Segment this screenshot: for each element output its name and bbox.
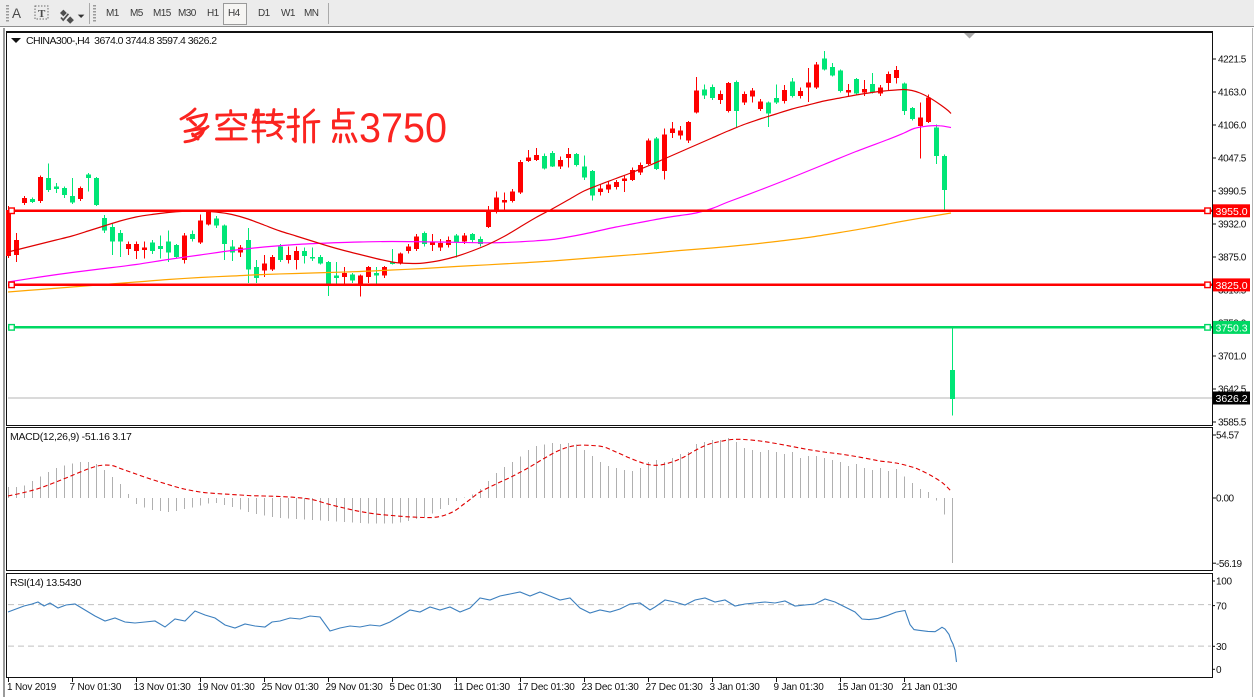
svg-text:4221.5: 4221.5 <box>1218 55 1247 66</box>
svg-text:4106.0: 4106.0 <box>1218 121 1247 132</box>
svg-text:T: T <box>38 8 46 20</box>
svg-text:3585.5: 3585.5 <box>1218 418 1247 429</box>
svg-text:7 Nov 01:30: 7 Nov 01:30 <box>70 682 122 693</box>
svg-text:3875.0: 3875.0 <box>1218 253 1247 264</box>
svg-text:54.57: 54.57 <box>1216 431 1240 442</box>
svg-text:3955.0: 3955.0 <box>1216 206 1248 218</box>
svg-text:13 Nov 01:30: 13 Nov 01:30 <box>134 682 192 693</box>
svg-text:5 Dec 01:30: 5 Dec 01:30 <box>390 682 442 693</box>
svg-text:19 Nov 01:30: 19 Nov 01:30 <box>198 682 256 693</box>
svg-text:CHINA300-,H4 3674.0 3744.8 35: CHINA300-,H4 3674.0 3744.8 3597.4 3626.2 <box>26 35 217 47</box>
svg-text:3932.0: 3932.0 <box>1218 220 1247 231</box>
svg-text:70: 70 <box>1216 601 1227 612</box>
svg-text:23 Dec 01:30: 23 Dec 01:30 <box>582 682 640 693</box>
svg-text:9 Jan 01:30: 9 Jan 01:30 <box>774 682 825 693</box>
svg-text:3701.0: 3701.0 <box>1218 352 1247 363</box>
svg-text:3642.5: 3642.5 <box>1218 385 1247 396</box>
svg-text:A: A <box>12 6 21 21</box>
svg-text:4047.5: 4047.5 <box>1218 154 1247 165</box>
svg-text:25 Nov 01:30: 25 Nov 01:30 <box>262 682 320 693</box>
svg-text:0.00: 0.00 <box>1216 494 1235 505</box>
svg-text:30: 30 <box>1216 642 1227 653</box>
svg-text:17 Dec 01:30: 17 Dec 01:30 <box>518 682 576 693</box>
svg-text:3825.0: 3825.0 <box>1216 280 1248 292</box>
svg-text:11 Dec 01:30: 11 Dec 01:30 <box>454 682 511 693</box>
svg-text:RSI(14) 13.5430: RSI(14) 13.5430 <box>10 577 82 589</box>
svg-text:4163.0: 4163.0 <box>1218 88 1247 99</box>
svg-text:0: 0 <box>1216 665 1222 676</box>
svg-text:3750: 3750 <box>359 104 447 151</box>
svg-text:3 Jan 01:30: 3 Jan 01:30 <box>710 682 761 693</box>
svg-text:29 Nov 01:30: 29 Nov 01:30 <box>326 682 384 693</box>
svg-text:27 Dec 01:30: 27 Dec 01:30 <box>646 682 704 693</box>
svg-text:1 Nov 2019: 1 Nov 2019 <box>7 682 57 693</box>
svg-text:3750.3: 3750.3 <box>1216 322 1248 334</box>
svg-text:-56.19: -56.19 <box>1216 559 1243 570</box>
svg-text:MACD(12,26,9) -51.16 3.17: MACD(12,26,9) -51.16 3.17 <box>10 431 132 443</box>
svg-text:15 Jan 01:30: 15 Jan 01:30 <box>838 682 894 693</box>
svg-text:21 Jan 01:30: 21 Jan 01:30 <box>902 682 958 693</box>
svg-text:3626.2: 3626.2 <box>1216 393 1248 405</box>
svg-text:3990.5: 3990.5 <box>1218 187 1247 198</box>
svg-text:100: 100 <box>1216 577 1233 588</box>
